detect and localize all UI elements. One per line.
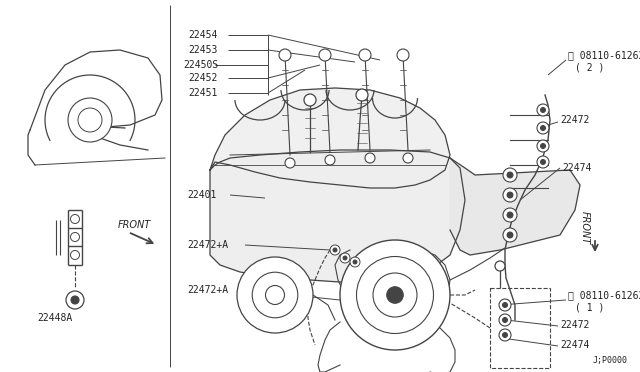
- Text: 22448A: 22448A: [37, 313, 72, 323]
- Circle shape: [507, 212, 513, 218]
- Circle shape: [365, 153, 375, 163]
- Text: ( 2 ): ( 2 ): [575, 63, 604, 73]
- Circle shape: [237, 257, 313, 333]
- Circle shape: [537, 122, 549, 134]
- Circle shape: [537, 104, 549, 116]
- Text: FRONT: FRONT: [580, 211, 590, 245]
- Circle shape: [403, 153, 413, 163]
- Text: Ⓑ 08110-61262: Ⓑ 08110-61262: [568, 290, 640, 300]
- Text: 22472+A: 22472+A: [187, 240, 228, 250]
- Circle shape: [397, 49, 409, 61]
- Circle shape: [541, 160, 545, 164]
- Circle shape: [285, 158, 295, 168]
- Circle shape: [340, 253, 350, 263]
- Text: ( 1 ): ( 1 ): [575, 303, 604, 313]
- Circle shape: [353, 260, 357, 264]
- Circle shape: [503, 228, 517, 242]
- Circle shape: [330, 245, 340, 255]
- Circle shape: [495, 261, 505, 271]
- Text: 22472: 22472: [560, 320, 589, 330]
- Circle shape: [499, 314, 511, 326]
- Text: Ⓑ 08110-61262: Ⓑ 08110-61262: [568, 50, 640, 60]
- Circle shape: [537, 140, 549, 152]
- Circle shape: [71, 296, 79, 304]
- Circle shape: [507, 192, 513, 198]
- Text: FRONT: FRONT: [118, 220, 151, 230]
- Circle shape: [502, 333, 508, 337]
- Text: 22474: 22474: [560, 340, 589, 350]
- Circle shape: [499, 329, 511, 341]
- Polygon shape: [450, 158, 580, 255]
- Circle shape: [68, 98, 112, 142]
- Circle shape: [78, 108, 102, 132]
- Circle shape: [503, 168, 517, 182]
- Bar: [490, 288, 550, 368]
- Circle shape: [325, 155, 335, 165]
- Circle shape: [502, 317, 508, 323]
- Circle shape: [507, 172, 513, 178]
- Circle shape: [343, 256, 347, 260]
- Circle shape: [507, 232, 513, 238]
- Circle shape: [359, 49, 371, 61]
- Circle shape: [356, 89, 368, 101]
- Circle shape: [541, 144, 545, 148]
- Text: 22472+A: 22472+A: [187, 285, 228, 295]
- Circle shape: [70, 250, 79, 260]
- Circle shape: [304, 94, 316, 106]
- Circle shape: [66, 291, 84, 309]
- Circle shape: [541, 108, 545, 112]
- Polygon shape: [210, 150, 465, 282]
- Text: 22474: 22474: [562, 163, 591, 173]
- Circle shape: [503, 208, 517, 222]
- Circle shape: [502, 302, 508, 308]
- Text: 22453: 22453: [188, 45, 218, 55]
- Circle shape: [70, 215, 79, 224]
- Circle shape: [333, 248, 337, 252]
- Circle shape: [319, 49, 331, 61]
- Text: 22450S: 22450S: [183, 60, 218, 70]
- Circle shape: [252, 272, 298, 318]
- Circle shape: [70, 232, 79, 241]
- Circle shape: [541, 125, 545, 131]
- Circle shape: [340, 240, 450, 350]
- Circle shape: [350, 257, 360, 267]
- Polygon shape: [210, 88, 450, 188]
- Circle shape: [537, 156, 549, 168]
- Circle shape: [373, 273, 417, 317]
- Circle shape: [279, 49, 291, 61]
- Circle shape: [499, 299, 511, 311]
- Text: 22472: 22472: [560, 115, 589, 125]
- Circle shape: [356, 257, 433, 334]
- Text: 22451: 22451: [188, 88, 218, 98]
- Text: 22452: 22452: [188, 73, 218, 83]
- Text: 22401: 22401: [187, 190, 216, 200]
- Circle shape: [266, 285, 285, 305]
- Circle shape: [387, 287, 403, 303]
- Circle shape: [503, 188, 517, 202]
- Text: 22454: 22454: [188, 30, 218, 40]
- Text: J;P0000: J;P0000: [593, 356, 628, 365]
